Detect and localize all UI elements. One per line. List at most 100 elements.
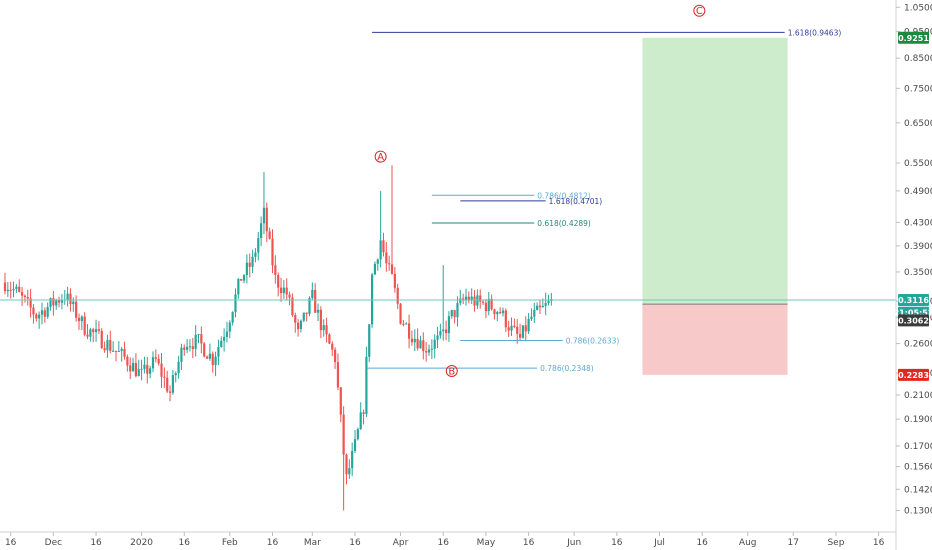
candle[interactable] xyxy=(149,365,152,379)
candle[interactable] xyxy=(205,355,209,359)
candle[interactable] xyxy=(447,311,451,342)
candle[interactable] xyxy=(373,261,377,276)
candle[interactable] xyxy=(268,227,271,240)
candle[interactable] xyxy=(473,290,476,312)
candle[interactable] xyxy=(251,249,254,274)
candle[interactable] xyxy=(513,318,516,329)
candle[interactable] xyxy=(208,343,211,361)
candle[interactable] xyxy=(154,349,157,363)
candle[interactable] xyxy=(530,308,533,321)
candle[interactable] xyxy=(353,430,357,454)
candle[interactable] xyxy=(504,308,507,333)
candle[interactable] xyxy=(302,312,305,323)
candle[interactable] xyxy=(456,296,459,327)
candle[interactable] xyxy=(464,288,468,306)
candle[interactable] xyxy=(197,333,200,344)
candle[interactable] xyxy=(510,317,513,336)
candle[interactable] xyxy=(106,334,109,358)
stop-zone[interactable] xyxy=(642,304,788,375)
candle[interactable] xyxy=(214,351,217,377)
candle[interactable] xyxy=(450,309,453,319)
wave-label[interactable]: B xyxy=(445,365,458,378)
candle[interactable] xyxy=(15,284,18,294)
candle[interactable] xyxy=(134,353,138,378)
candle[interactable] xyxy=(277,272,280,297)
candle[interactable] xyxy=(174,371,177,383)
candle[interactable] xyxy=(322,319,325,337)
candle[interactable] xyxy=(410,330,414,346)
candle[interactable] xyxy=(225,321,229,343)
candle[interactable] xyxy=(217,339,220,366)
candle[interactable] xyxy=(291,293,294,318)
candle[interactable] xyxy=(60,294,64,310)
candle[interactable] xyxy=(311,282,314,301)
candle[interactable] xyxy=(271,229,274,274)
candle[interactable] xyxy=(533,302,536,324)
candle[interactable] xyxy=(544,292,547,316)
candle[interactable] xyxy=(348,459,351,479)
candle[interactable] xyxy=(203,341,206,358)
candle[interactable] xyxy=(521,324,525,339)
candle[interactable] xyxy=(146,357,149,384)
candle[interactable] xyxy=(100,328,103,349)
price-tag[interactable]: 0.9251 xyxy=(898,31,929,44)
candle[interactable] xyxy=(407,314,411,349)
candle[interactable] xyxy=(536,302,539,311)
candle[interactable] xyxy=(237,278,240,299)
candle[interactable] xyxy=(422,332,425,360)
candle[interactable] xyxy=(365,346,368,418)
candle[interactable] xyxy=(297,319,300,337)
candle[interactable] xyxy=(137,359,140,377)
price-tag[interactable]: 0.2283 xyxy=(898,368,929,381)
candle[interactable] xyxy=(413,329,416,352)
candle[interactable] xyxy=(294,312,297,333)
candle[interactable] xyxy=(427,344,431,356)
candle[interactable] xyxy=(538,300,542,314)
candle[interactable] xyxy=(160,353,163,388)
candle[interactable] xyxy=(52,290,55,316)
candle[interactable] xyxy=(518,323,522,341)
candle[interactable] xyxy=(467,291,470,304)
candle[interactable] xyxy=(20,286,24,306)
candle[interactable] xyxy=(186,339,189,354)
candle[interactable] xyxy=(279,277,283,302)
candle[interactable] xyxy=(379,190,382,268)
candle[interactable] xyxy=(425,341,428,362)
candle[interactable] xyxy=(97,321,101,334)
candle[interactable] xyxy=(32,303,35,324)
candle[interactable] xyxy=(376,258,379,271)
candle[interactable] xyxy=(262,171,266,235)
wave-label[interactable]: C xyxy=(693,4,706,17)
candle[interactable] xyxy=(29,288,32,318)
candle[interactable] xyxy=(89,327,92,342)
candle[interactable] xyxy=(345,453,348,485)
candle[interactable] xyxy=(257,231,260,261)
candle[interactable] xyxy=(396,283,399,310)
candle[interactable] xyxy=(390,165,394,275)
candle[interactable] xyxy=(231,311,234,326)
candle[interactable] xyxy=(143,356,146,374)
candle[interactable] xyxy=(274,255,277,284)
candle[interactable] xyxy=(157,354,160,366)
candle[interactable] xyxy=(200,326,203,354)
candle[interactable] xyxy=(26,289,29,306)
candle[interactable] xyxy=(333,347,337,369)
candle[interactable] xyxy=(493,308,496,320)
candle[interactable] xyxy=(479,289,482,309)
candle[interactable] xyxy=(57,296,61,308)
candle[interactable] xyxy=(439,323,442,339)
candle[interactable] xyxy=(359,402,362,430)
candle[interactable] xyxy=(305,312,308,322)
candle[interactable] xyxy=(314,283,317,313)
candle[interactable] xyxy=(433,334,436,359)
candle[interactable] xyxy=(123,341,126,360)
wave-label[interactable]: A xyxy=(374,150,387,163)
candle[interactable] xyxy=(103,341,106,353)
candle[interactable] xyxy=(120,346,123,362)
candle[interactable] xyxy=(177,355,180,379)
candle[interactable] xyxy=(83,312,86,337)
candle[interactable] xyxy=(496,311,499,322)
candle[interactable] xyxy=(436,326,439,349)
candle[interactable] xyxy=(260,216,263,247)
